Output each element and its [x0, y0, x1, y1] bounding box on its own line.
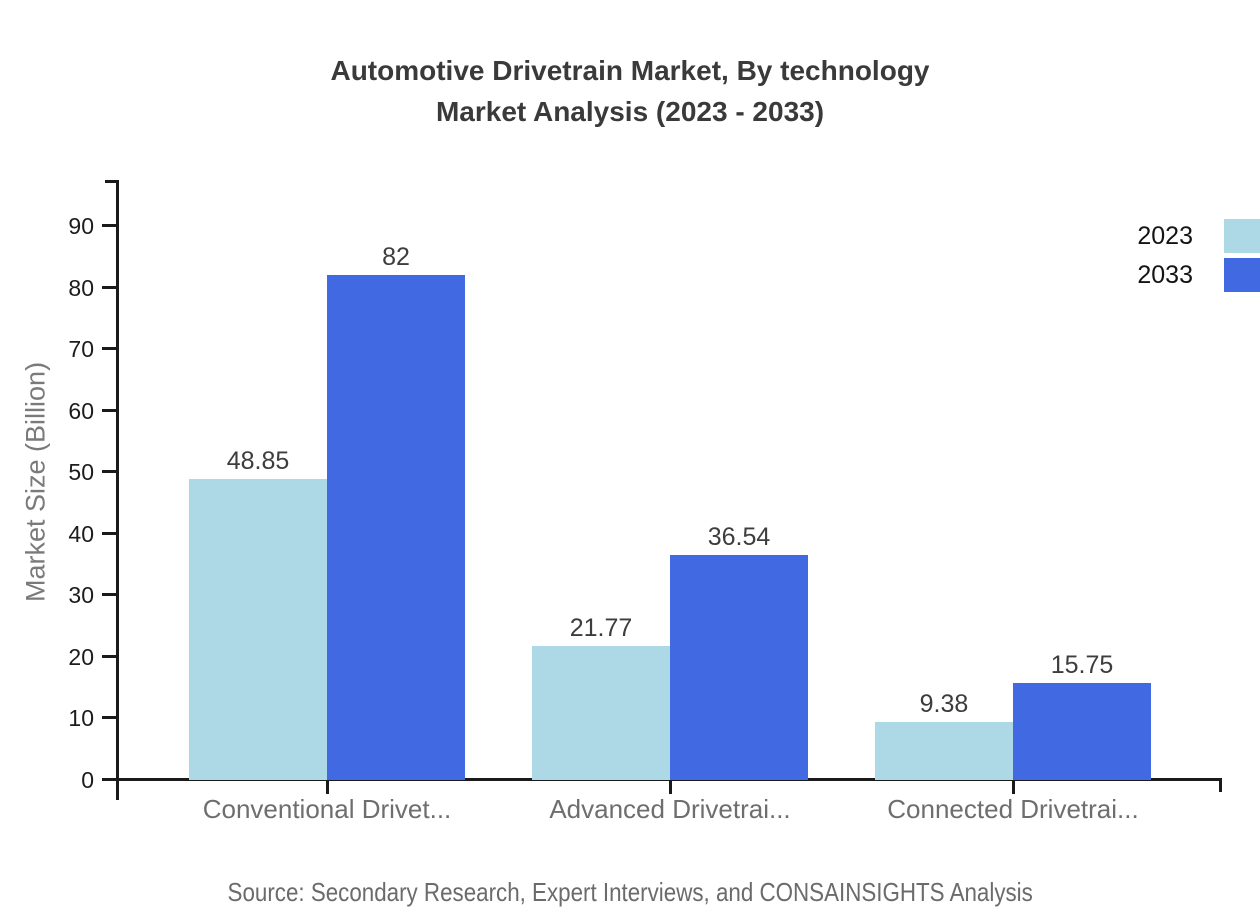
y-tick-label: 30 — [68, 582, 94, 609]
y-tick-label: 20 — [68, 643, 94, 670]
bar-2023-2 — [532, 646, 670, 780]
legend-label: 2033 — [1137, 261, 1193, 289]
x-tick — [326, 781, 329, 794]
y-tick-label: 70 — [68, 336, 94, 363]
y-tick — [102, 778, 117, 781]
y-axis-top-cap — [105, 180, 119, 183]
y-tick — [102, 531, 117, 535]
value-label: 48.85 — [226, 447, 290, 476]
source-note: Source: Secondary Research, Expert Inter… — [0, 877, 1260, 908]
legend-swatch — [1224, 219, 1260, 253]
value-label: 36.54 — [707, 523, 771, 552]
bar-2023-1 — [189, 479, 327, 780]
bar-2023-3 — [875, 722, 1013, 780]
bar-2033-3 — [1013, 683, 1151, 780]
legend-label: 2023 — [1137, 222, 1193, 250]
y-tick — [102, 408, 117, 412]
y-tick-label: 50 — [68, 459, 94, 486]
chart-title: Automotive Drivetrain Market, By technol… — [0, 50, 1260, 132]
y-tick — [102, 224, 117, 228]
y-tick — [102, 470, 117, 474]
y-tick — [102, 716, 117, 720]
x-tick — [1012, 781, 1015, 794]
category-label: Conventional Drivet... — [202, 794, 452, 824]
y-tick-label: 90 — [68, 213, 94, 240]
y-tick — [102, 593, 117, 597]
value-label: 9.38 — [919, 690, 969, 719]
legend: 2023 2033 — [1137, 219, 1260, 297]
y-tick-label: 10 — [68, 705, 94, 732]
y-axis-line — [116, 180, 119, 800]
chart-title-line1: Automotive Drivetrain Market, By technol… — [330, 55, 930, 86]
x-tick — [669, 781, 672, 794]
y-tick — [102, 347, 117, 351]
y-tick-label: 80 — [68, 274, 94, 301]
legend-item: 2023 — [1137, 219, 1260, 253]
category-label: Connected Drivetrai... — [887, 794, 1139, 824]
source-note-text: Source: Secondary Research, Expert Inter… — [227, 877, 1033, 907]
category-label: Advanced Drivetrai... — [549, 794, 791, 824]
chart-title-line2: Market Analysis (2023 - 2033) — [435, 96, 825, 127]
bar-2033-2 — [670, 555, 808, 780]
y-tick-label: 0 — [81, 767, 94, 793]
value-label: 15.75 — [1050, 651, 1114, 680]
y-tick — [102, 654, 117, 658]
legend-swatch — [1224, 258, 1260, 292]
y-tick-label: 60 — [68, 397, 94, 424]
value-label: 82 — [382, 243, 410, 272]
x-axis-end-cap — [1219, 778, 1222, 792]
value-label: 21.77 — [569, 614, 633, 643]
bar-2033-1 — [327, 275, 465, 780]
y-tick-label: 40 — [68, 520, 94, 547]
y-tick — [102, 285, 117, 289]
legend-item: 2033 — [1137, 258, 1260, 292]
